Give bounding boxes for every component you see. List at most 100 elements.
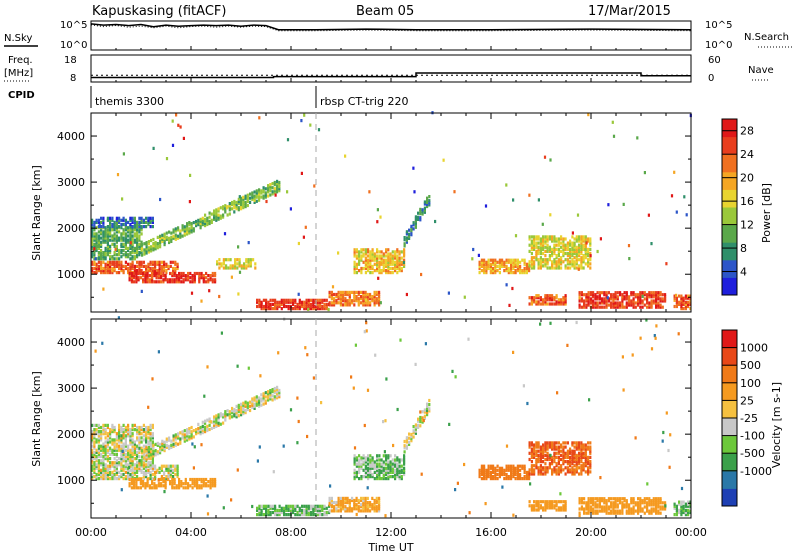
range-gate-cell: [400, 260, 403, 264]
range-gate-cell: [571, 245, 574, 249]
range-gate-cell: [189, 280, 192, 284]
range-gate-cell: [625, 511, 628, 515]
range-gate-cell: [209, 480, 212, 484]
range-gate-cell: [548, 457, 551, 462]
range-gate-cell: [562, 500, 565, 504]
range-gate-cell: [319, 506, 322, 510]
colorbar-swatch: [722, 488, 737, 507]
range-gate-cell: [113, 477, 116, 481]
range-gate-cell: [639, 497, 642, 501]
range-gate-cell: [136, 432, 139, 436]
range-gate-cell: [410, 439, 413, 443]
range-gate-cell: [578, 251, 581, 256]
range-gate-cell: [149, 216, 152, 220]
range-gate-cell: [159, 449, 162, 453]
range-gate-cell: [562, 245, 565, 249]
range-gate-cell: [169, 475, 172, 479]
range-gate-cell: [655, 507, 658, 511]
range-gate-cell: [680, 508, 683, 512]
range-gate-cell: [190, 436, 193, 440]
range-gate-cell: [582, 462, 585, 466]
range-gate-cell: [193, 274, 196, 278]
range-gate-cell: [136, 222, 139, 227]
range-gate-cell: [188, 431, 191, 435]
range-gate-cell: [297, 241, 300, 246]
range-gate-cell: [240, 406, 243, 411]
range-gate-cell: [344, 505, 347, 509]
range-gate-cell: [173, 480, 176, 484]
range-gate-cell: [530, 468, 533, 472]
range-gate-cell: [560, 241, 563, 245]
range-gate-cell: [360, 456, 363, 460]
range-gate-cell: [91, 454, 94, 459]
range-gate-cell: [97, 246, 100, 250]
range-gate-cell: [255, 395, 258, 399]
range-gate-cell: [508, 303, 511, 307]
range-gate-cell: [104, 271, 107, 275]
range-gate-cell: [262, 513, 265, 517]
range-gate-cell: [310, 307, 313, 311]
range-gate-cell: [115, 464, 118, 468]
range-gate-cell: [378, 292, 381, 297]
range-gate-cell: [611, 120, 614, 124]
range-gate-cell: [564, 245, 567, 249]
range-gate-cell: [136, 444, 139, 448]
range-gate-cell: [358, 262, 361, 266]
range-gate-cell: [115, 222, 118, 227]
range-gate-cell: [362, 503, 365, 507]
range-gate-cell: [657, 511, 660, 515]
range-gate-cell: [190, 430, 193, 434]
range-gate-cell: [387, 470, 390, 474]
range-gate-cell: [562, 237, 565, 241]
range-gate-cell: [566, 449, 569, 453]
range-gate-cell: [560, 449, 563, 453]
range-gate-cell: [210, 212, 213, 216]
range-gate-cell: [400, 458, 403, 462]
range-gate-cell: [369, 462, 372, 466]
range-gate-cell: [228, 204, 231, 208]
range-gate-cell: [480, 464, 483, 468]
range-gate-cell: [587, 501, 590, 505]
range-gate-cell: [170, 439, 173, 443]
range-gate-cell: [655, 499, 658, 503]
range-gate-cell: [319, 307, 322, 311]
range-gate-cell: [146, 280, 149, 284]
range-gate-cell: [659, 499, 662, 503]
range-gate-cell: [548, 504, 551, 508]
range-gate-cell: [625, 505, 628, 509]
range-gate-cell: [151, 468, 154, 472]
range-gate-cell: [625, 501, 628, 505]
range-gate-cell: [296, 510, 299, 515]
range-gate-cell: [106, 470, 109, 474]
range-gate-cell: [607, 505, 610, 509]
range-gate-cell: [456, 481, 459, 485]
range-gate-cell: [111, 423, 114, 427]
range-gate-cell: [501, 260, 504, 264]
range-gate-cell: [271, 390, 274, 394]
range-gate-cell: [535, 254, 538, 258]
range-gate-cell: [521, 477, 524, 481]
range-gate-cell: [145, 470, 148, 474]
range-gate-cell: [153, 280, 156, 284]
range-gate-cell: [376, 256, 379, 260]
range-gate-cell: [357, 303, 360, 307]
range-gate-cell: [557, 241, 560, 245]
range-gate-cell: [97, 251, 100, 255]
range-gate-cell: [589, 505, 592, 509]
range-gate-cell: [542, 447, 545, 451]
range-gate-cell: [163, 470, 166, 474]
range-gate-cell: [614, 511, 617, 515]
range-gate-cell: [264, 399, 267, 403]
range-gate-cell: [100, 452, 103, 456]
range-gate-cell: [417, 217, 420, 221]
range-gate-cell: [360, 458, 363, 462]
range-gate-cell: [238, 195, 241, 199]
range-gate-cell: [512, 513, 515, 517]
range-gate-cell: [167, 266, 170, 271]
range-gate-cell: [172, 230, 175, 234]
range-gate-cell: [298, 508, 301, 512]
range-gate-cell: [165, 264, 168, 268]
range-gate-cell: [91, 228, 94, 232]
range-gate-cell: [376, 258, 379, 262]
range-gate-cell: [115, 257, 118, 261]
